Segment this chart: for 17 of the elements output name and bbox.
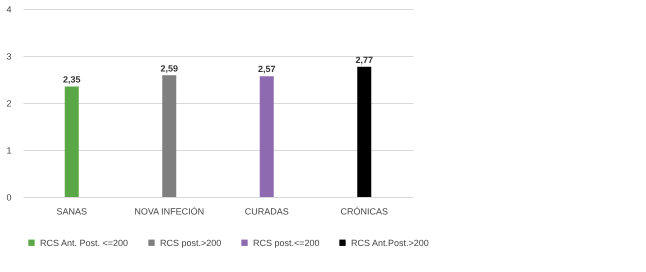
data-label: 2,35 xyxy=(62,74,81,85)
y-tick-label: 3 xyxy=(6,52,12,62)
legend-label: RCS post.<=200 xyxy=(253,238,320,248)
y-tick-label: 0 xyxy=(6,192,12,202)
x-tick-label: NOVA INFECIÓN xyxy=(134,206,204,216)
y-tick-label: 2 xyxy=(6,98,12,108)
data-label: 2,77 xyxy=(355,54,374,65)
data-label: 2,59 xyxy=(160,63,178,74)
x-tick-label: SANAS xyxy=(56,206,88,216)
legend-label: RCS Ant.Post.>200 xyxy=(351,238,429,248)
x-tick-label: CURADAS xyxy=(244,206,289,216)
legend-label: RCS Ant. Post. <=200 xyxy=(40,238,128,248)
legend-label: RCS post.>200 xyxy=(160,238,222,248)
x-tick-label: CRÓNICAS xyxy=(340,206,388,216)
y-tick-label: 1 xyxy=(6,146,12,156)
data-label: 2,57 xyxy=(258,64,276,74)
y-tick-label: 4 xyxy=(6,4,12,14)
